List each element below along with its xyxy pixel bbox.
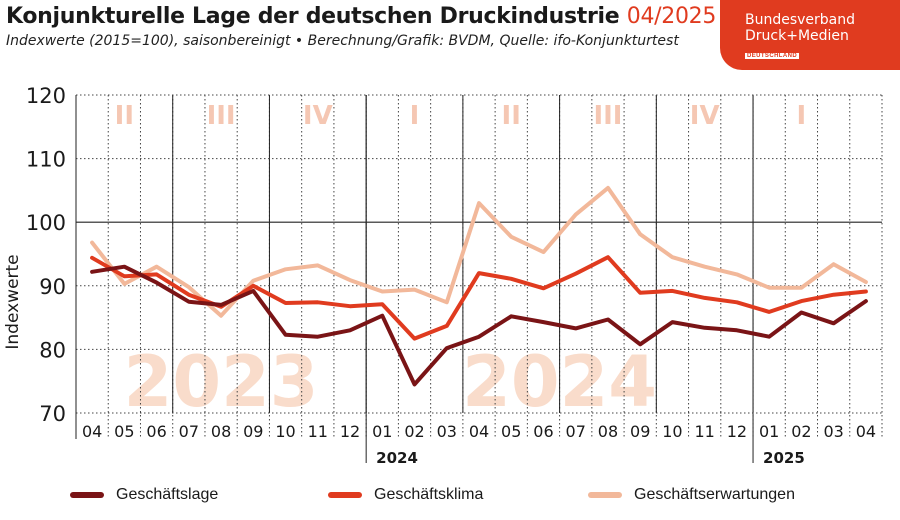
x-tick-label-3: 07 [179, 422, 199, 441]
quarter-label-5: III [593, 101, 622, 131]
legend: Geschäftslage Geschäftsklima Geschäftser… [70, 484, 870, 506]
series-line-geschaeftsklima [90, 255, 868, 341]
quarter-label-1: III [207, 101, 236, 131]
logo-line-1: Bundesverband [745, 12, 856, 28]
x-tick-label-21: 01 [759, 422, 779, 441]
chart-subtitle: Indexwerte (2015=100), saisonbereinigt •… [6, 33, 679, 49]
x-tick-label-13: 05 [501, 422, 521, 441]
x-tick-label-17: 09 [630, 422, 650, 441]
y-tick-label-70: 70 [39, 402, 66, 426]
year-label-1: 2025 [763, 449, 805, 467]
x-tick-label-22: 02 [791, 422, 811, 441]
x-tick-label-24: 04 [856, 422, 876, 441]
x-tick-label-23: 03 [823, 422, 843, 441]
y-axis-label: Indexwerte [3, 254, 23, 349]
quarter-label-0: II [115, 101, 134, 131]
watermark-year-0: 2023 [124, 341, 319, 423]
y-tick-label-90: 90 [39, 275, 66, 299]
y-tick-label-100: 100 [26, 211, 66, 235]
bvdm-logo[interactable]: Bundesverband Druck+Medien DEUTSCHLAND [720, 0, 900, 70]
quarter-label-6: IV [690, 101, 720, 131]
x-tick-label-5: 09 [243, 422, 263, 441]
quarter-label-4: II [502, 101, 521, 131]
legend-swatch-geschaeftslage [70, 492, 104, 498]
x-tick-label-19: 11 [695, 422, 715, 441]
x-tick-label-20: 12 [727, 422, 747, 441]
series-line-geschaeftslage [90, 264, 868, 387]
x-tick-label-2: 06 [146, 422, 166, 441]
legend-label-geschaeftsklima: Geschäftsklima [374, 486, 484, 503]
logo-line-3: DEUTSCHLAND [745, 53, 800, 59]
quarter-label-2: IV [303, 101, 333, 131]
x-tick-label-9: 01 [372, 422, 392, 441]
x-tick-label-4: 08 [211, 422, 231, 441]
x-tick-label-0: 04 [82, 422, 102, 441]
title-block: Konjunkturelle Lage der deutschen Drucki… [6, 4, 716, 49]
chart-title: Konjunkturelle Lage der deutschen Drucki… [6, 4, 716, 29]
year-label-0: 2024 [376, 449, 418, 467]
y-tick-label-120: 120 [26, 84, 66, 108]
x-tick-label-11: 03 [437, 422, 457, 441]
y-tick-label-110: 110 [26, 148, 66, 172]
legend-swatch-geschaeftsklima [328, 492, 362, 498]
x-tick-label-12: 04 [469, 422, 489, 441]
x-tick-label-14: 06 [533, 422, 553, 441]
legend-label-geschaeftserwartungen: Geschäftserwartungen [634, 486, 795, 503]
x-tick-label-6: 10 [275, 422, 295, 441]
quarter-label-7: I [797, 101, 807, 131]
legend-swatch-geschaeftserwartungen [588, 492, 622, 498]
x-tick-label-16: 08 [598, 422, 618, 441]
series-line-geschaeftserwartungen [90, 185, 868, 318]
x-tick-label-18: 10 [662, 422, 682, 441]
legend-label-geschaeftslage: Geschäftslage [116, 486, 219, 503]
chart-title-text: Konjunkturelle Lage der deutschen Drucki… [6, 4, 620, 29]
x-tick-label-8: 12 [340, 422, 360, 441]
quarter-label-3: I [410, 101, 420, 131]
logo-line-2: Druck+Medien [745, 28, 849, 44]
x-tick-label-10: 02 [404, 422, 424, 441]
x-tick-label-1: 05 [114, 422, 134, 441]
x-tick-label-15: 07 [566, 422, 586, 441]
y-tick-label-80: 80 [39, 338, 66, 362]
chart-title-period: 04/2025 [626, 4, 717, 29]
x-tick-label-7: 11 [308, 422, 328, 441]
